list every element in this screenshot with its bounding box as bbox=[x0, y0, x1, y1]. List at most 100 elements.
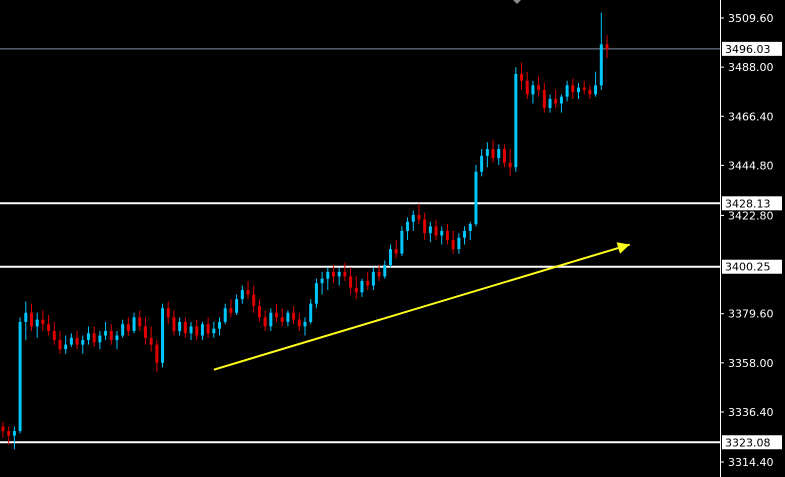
candle-body bbox=[75, 337, 79, 345]
candle-body bbox=[314, 283, 318, 304]
candle-body bbox=[269, 312, 273, 327]
candle-body bbox=[29, 312, 33, 327]
candle-body bbox=[331, 271, 335, 277]
y-tick-label: 3509.60 bbox=[728, 12, 774, 25]
candle-body bbox=[81, 340, 85, 345]
candle-body bbox=[240, 290, 244, 300]
candle-body bbox=[554, 98, 558, 104]
candle-body bbox=[371, 271, 375, 286]
candle-body bbox=[183, 321, 187, 334]
y-tick-label: 3336.40 bbox=[728, 406, 774, 419]
trendline bbox=[213, 243, 631, 371]
candle-body bbox=[445, 230, 449, 240]
candle-body bbox=[98, 335, 102, 343]
candle-body bbox=[497, 149, 501, 159]
candle-body bbox=[1, 426, 5, 432]
candle-body bbox=[309, 303, 313, 322]
candle-body bbox=[212, 328, 216, 334]
candle-body bbox=[337, 271, 341, 277]
candle-body bbox=[64, 344, 68, 350]
candle-body bbox=[58, 340, 62, 350]
candle-body bbox=[491, 149, 495, 159]
candle-body bbox=[166, 308, 170, 318]
candle-body bbox=[246, 290, 250, 295]
candle-body bbox=[286, 312, 290, 322]
candle-body bbox=[292, 312, 296, 320]
candle-body bbox=[383, 265, 387, 277]
candle-body bbox=[200, 324, 204, 336]
candle-body bbox=[149, 337, 153, 345]
level-price-label: 3323.08 bbox=[725, 436, 771, 449]
candle-body bbox=[143, 326, 147, 338]
candle-body bbox=[411, 214, 415, 222]
level-price-label: 3400.25 bbox=[725, 261, 771, 274]
candle-body bbox=[223, 308, 227, 322]
candle-body bbox=[388, 249, 392, 266]
candle-body bbox=[485, 149, 489, 156]
candle-body bbox=[474, 171, 478, 225]
candle-body bbox=[47, 324, 51, 331]
y-tick-label: 3488.00 bbox=[728, 61, 774, 74]
y-tick-label: 3422.80 bbox=[728, 209, 774, 222]
trendline-arrowhead bbox=[616, 242, 630, 254]
candle-body bbox=[468, 224, 472, 231]
candle-body bbox=[542, 89, 546, 109]
candle-body bbox=[161, 308, 165, 363]
candle-body bbox=[252, 294, 256, 306]
candle-body bbox=[109, 330, 113, 341]
candle-body bbox=[115, 335, 119, 341]
candle-body bbox=[343, 271, 347, 277]
candle-body bbox=[577, 87, 581, 93]
candle-body bbox=[178, 321, 182, 331]
candle-body bbox=[52, 330, 56, 341]
candle-body bbox=[303, 321, 307, 327]
candle-body bbox=[132, 317, 136, 331]
candle-body bbox=[263, 317, 267, 327]
candle-body bbox=[559, 96, 563, 104]
candle-body bbox=[41, 319, 45, 325]
candle-body bbox=[172, 317, 176, 331]
current-price-tag bbox=[722, 41, 782, 56]
candle-body bbox=[92, 333, 96, 343]
candle-body bbox=[275, 312, 279, 318]
candle-body bbox=[599, 44, 603, 86]
candle-body bbox=[35, 319, 39, 327]
candle-body bbox=[189, 326, 193, 334]
candle-body bbox=[377, 271, 381, 277]
candle-body bbox=[138, 317, 142, 327]
y-tick-label: 3379.60 bbox=[728, 308, 774, 321]
level-price-tag bbox=[722, 259, 782, 274]
candle-body bbox=[400, 230, 404, 254]
candle-body bbox=[480, 155, 484, 172]
candle-body bbox=[229, 308, 233, 313]
candle-body bbox=[126, 324, 130, 331]
candle-body bbox=[463, 230, 467, 238]
price-axis-panel bbox=[720, 0, 785, 477]
candle-body bbox=[588, 89, 592, 95]
y-tick-label: 3466.40 bbox=[728, 110, 774, 123]
candle-body bbox=[18, 321, 22, 432]
candle-body bbox=[394, 249, 398, 254]
candle-body bbox=[525, 80, 529, 95]
candle-body bbox=[69, 337, 73, 345]
candle-body bbox=[280, 317, 284, 322]
level-price-label: 3428.13 bbox=[725, 197, 771, 210]
candle-body bbox=[417, 214, 421, 220]
candle-body bbox=[594, 85, 598, 95]
candle-body bbox=[218, 321, 222, 329]
level-price-tag bbox=[722, 435, 782, 450]
candle-body bbox=[195, 326, 199, 336]
candle-body bbox=[582, 87, 586, 90]
candle-body bbox=[366, 280, 370, 286]
candle-body bbox=[235, 299, 239, 313]
candle-body bbox=[406, 221, 410, 231]
candle-body bbox=[537, 85, 541, 90]
y-tick-label: 3358.00 bbox=[728, 357, 774, 370]
y-tick-label: 3444.80 bbox=[728, 159, 774, 172]
candle-body bbox=[7, 431, 11, 436]
candle-body bbox=[257, 305, 261, 318]
candle-body bbox=[457, 237, 461, 250]
candle-body bbox=[320, 278, 324, 284]
candle-body bbox=[155, 344, 159, 363]
candle-body bbox=[531, 85, 535, 95]
